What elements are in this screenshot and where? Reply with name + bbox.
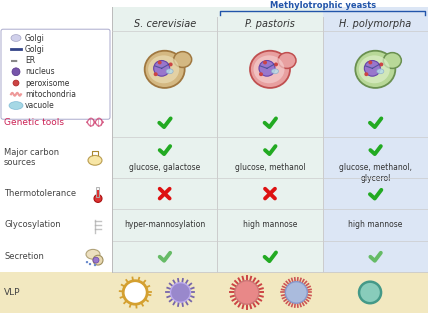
Circle shape <box>13 80 19 86</box>
Ellipse shape <box>253 55 285 83</box>
Text: VLP: VLP <box>4 288 21 297</box>
Text: hyper-mannosylation: hyper-mannosylation <box>124 220 205 229</box>
Circle shape <box>93 257 99 263</box>
Ellipse shape <box>278 53 296 69</box>
Ellipse shape <box>359 55 390 83</box>
Circle shape <box>158 60 162 64</box>
Circle shape <box>94 195 102 203</box>
Text: mitochondria: mitochondria <box>25 90 76 99</box>
Circle shape <box>154 60 169 76</box>
Circle shape <box>93 255 103 265</box>
Text: glucose, methanol: glucose, methanol <box>235 163 305 172</box>
Text: Genetic tools: Genetic tools <box>4 118 64 127</box>
Text: H. polymorpha: H. polymorpha <box>339 19 411 29</box>
Bar <box>217 7 323 272</box>
Bar <box>96 187 99 197</box>
Circle shape <box>263 60 267 64</box>
Circle shape <box>259 72 263 76</box>
Text: Glycosylation: Glycosylation <box>4 220 61 229</box>
Circle shape <box>359 282 381 303</box>
Text: glucose, methanol,
glycerol: glucose, methanol, glycerol <box>339 163 412 183</box>
Ellipse shape <box>174 52 192 67</box>
Circle shape <box>364 60 380 76</box>
Text: high mannose: high mannose <box>348 220 402 229</box>
Ellipse shape <box>9 102 23 110</box>
Text: vacuole: vacuole <box>25 101 55 110</box>
Circle shape <box>169 63 172 66</box>
Circle shape <box>123 281 147 304</box>
Circle shape <box>154 72 158 76</box>
Circle shape <box>170 283 190 302</box>
Text: Golgi: Golgi <box>25 45 45 54</box>
Circle shape <box>274 63 278 66</box>
Ellipse shape <box>377 69 384 74</box>
Ellipse shape <box>271 69 279 74</box>
Text: Thermotolerance: Thermotolerance <box>4 189 76 198</box>
Ellipse shape <box>250 51 290 88</box>
Circle shape <box>94 264 96 266</box>
Ellipse shape <box>166 69 173 74</box>
Text: peroxisome: peroxisome <box>25 79 69 88</box>
Bar <box>112 7 217 272</box>
Text: nucleus: nucleus <box>25 67 55 76</box>
Bar <box>0 272 428 313</box>
Ellipse shape <box>11 34 21 41</box>
Circle shape <box>369 60 372 64</box>
Circle shape <box>12 68 20 76</box>
Ellipse shape <box>148 55 179 83</box>
Text: high mannose: high mannose <box>243 220 297 229</box>
Ellipse shape <box>383 53 401 69</box>
Circle shape <box>285 282 307 303</box>
Text: S. cerevisiae: S. cerevisiae <box>134 19 196 29</box>
FancyBboxPatch shape <box>1 29 110 119</box>
Circle shape <box>86 261 88 263</box>
Circle shape <box>89 263 91 265</box>
Text: ER: ER <box>25 56 35 65</box>
Circle shape <box>364 72 369 76</box>
Circle shape <box>379 63 383 66</box>
Bar <box>97 190 99 197</box>
Bar <box>323 7 428 272</box>
Ellipse shape <box>145 51 184 88</box>
Circle shape <box>259 60 275 76</box>
Ellipse shape <box>88 156 102 165</box>
Text: Secretion: Secretion <box>4 252 44 261</box>
Text: Methylotrophic yeasts: Methylotrophic yeasts <box>270 1 376 10</box>
Text: P. pastoris: P. pastoris <box>245 19 295 29</box>
Ellipse shape <box>355 51 395 88</box>
Ellipse shape <box>86 249 100 259</box>
Text: Major carbon
sources: Major carbon sources <box>4 148 59 167</box>
Circle shape <box>235 281 259 304</box>
Text: glucose, galactose: glucose, galactose <box>129 163 200 172</box>
Text: Golgi: Golgi <box>25 33 45 43</box>
